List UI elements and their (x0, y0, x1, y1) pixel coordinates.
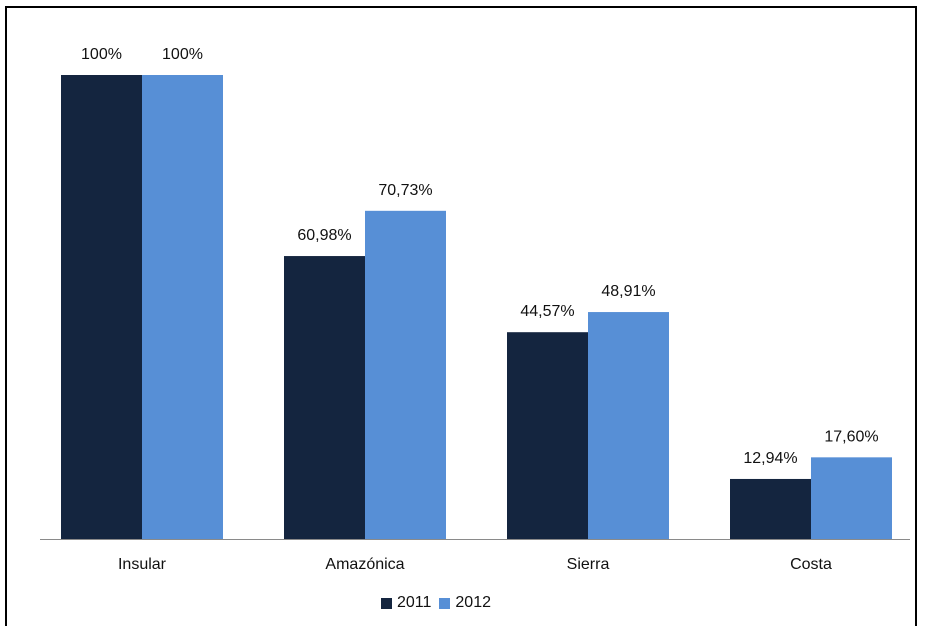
data-label-2011-1: 60,98% (297, 227, 351, 244)
legend-item-2011: 2011 (381, 594, 431, 612)
data-label-2011-0: 100% (81, 46, 122, 63)
data-label-2012-1: 70,73% (378, 182, 432, 199)
category-label-0: Insular (118, 556, 167, 573)
data-label-2012-2: 48,91% (601, 283, 655, 300)
legend-label-2011: 2011 (397, 594, 432, 611)
legend: 2011 2012 (381, 594, 499, 612)
bar-2012-1 (365, 210, 446, 539)
bar-2012-0 (142, 75, 223, 539)
legend-swatch-2012 (439, 597, 451, 609)
chart-frame (5, 6, 917, 626)
bar-2012-3 (811, 457, 892, 539)
legend-item-2012: 2012 (439, 594, 491, 612)
legend-label-2012: 2012 (455, 594, 491, 611)
legend-swatch-2011 (381, 597, 392, 609)
bar-2012-2 (588, 312, 669, 539)
category-label-2: Sierra (567, 556, 610, 573)
bar-2011-2 (507, 332, 588, 539)
category-label-1: Amazónica (325, 556, 404, 573)
bar-2011-1 (284, 256, 365, 539)
data-label-2011-3: 12,94% (743, 450, 797, 467)
category-label-3: Costa (790, 556, 832, 573)
data-label-2011-2: 44,57% (520, 303, 574, 320)
bar-2011-0 (61, 75, 142, 539)
data-label-2012-0: 100% (162, 46, 203, 63)
data-label-2012-3: 17,60% (824, 428, 878, 445)
bar-2011-3 (730, 478, 811, 539)
